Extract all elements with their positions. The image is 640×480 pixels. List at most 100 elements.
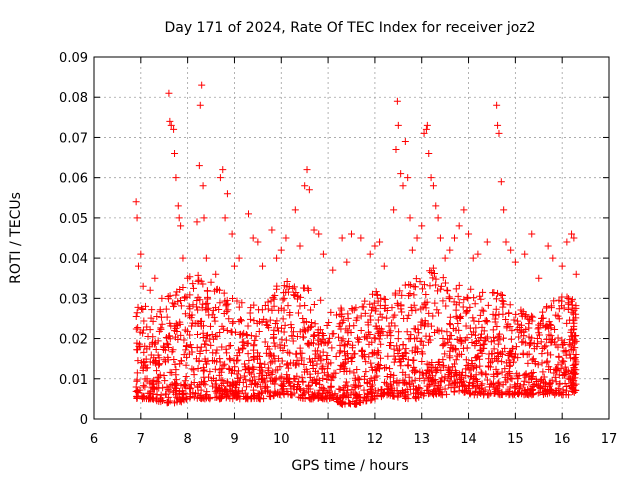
data-point (456, 314, 464, 322)
data-point (557, 365, 565, 373)
data-point (425, 150, 433, 158)
data-point (246, 315, 254, 323)
data-point (546, 365, 554, 373)
data-point (523, 351, 531, 359)
data-point (568, 308, 576, 316)
data-point (412, 367, 420, 375)
data-point (186, 331, 194, 339)
data-point (291, 361, 299, 369)
data-point (351, 384, 359, 392)
data-point (547, 304, 555, 312)
data-point (467, 373, 475, 381)
data-point (429, 391, 437, 399)
data-point (348, 344, 356, 352)
data-point (342, 378, 350, 386)
data-point (193, 344, 201, 352)
x-tick-label: 17 (601, 432, 618, 447)
data-point (307, 339, 315, 347)
data-point (344, 314, 352, 322)
data-point (368, 338, 376, 346)
x-axis-ticks: 6 7 8 9 10 11 12 13 14 15 16 17 (90, 57, 617, 447)
data-point (174, 202, 182, 210)
data-point (425, 332, 433, 340)
data-point (237, 316, 245, 324)
data-point (489, 333, 497, 341)
data-point (395, 328, 403, 336)
data-point (428, 359, 436, 367)
data-point (215, 306, 223, 314)
data-point (372, 387, 380, 395)
data-point (481, 317, 489, 325)
data-point (244, 350, 252, 358)
data-point (301, 302, 309, 310)
data-point (245, 364, 253, 372)
data-point (199, 329, 207, 337)
data-point (250, 373, 258, 381)
data-point (282, 288, 290, 296)
data-point (252, 332, 260, 340)
data-point (164, 356, 172, 364)
data-point (450, 388, 458, 396)
data-point (476, 347, 484, 355)
data-point (376, 365, 384, 373)
data-point (441, 254, 449, 262)
data-point (280, 328, 288, 336)
data-point (139, 366, 147, 374)
data-point (419, 285, 427, 293)
data-point (422, 125, 430, 133)
data-point (423, 360, 431, 368)
data-point (401, 378, 409, 386)
data-point (216, 328, 224, 336)
data-point (548, 376, 556, 384)
data-point (258, 388, 266, 396)
data-point (419, 341, 427, 349)
data-point (149, 333, 157, 341)
data-point (271, 357, 279, 365)
data-point (238, 338, 246, 346)
data-point (273, 317, 281, 325)
data-point (434, 287, 442, 295)
y-tick-label: 0.02 (59, 333, 88, 348)
data-point (199, 300, 207, 308)
data-point (281, 342, 289, 350)
data-point (305, 381, 313, 389)
data-point (498, 291, 506, 299)
data-point (232, 383, 240, 391)
data-point (139, 382, 147, 390)
data-point (260, 395, 268, 403)
y-tick-label: 0.09 (59, 51, 88, 66)
data-point (420, 392, 428, 400)
data-point (482, 370, 490, 378)
data-point (353, 391, 361, 399)
data-point (284, 302, 292, 310)
data-point (287, 382, 295, 390)
data-point (172, 291, 180, 299)
data-point (327, 308, 335, 316)
data-point (530, 381, 538, 389)
data-point (289, 284, 297, 292)
data-point (543, 357, 551, 365)
data-point (498, 368, 506, 376)
data-point (417, 318, 425, 326)
data-point (279, 346, 287, 354)
data-point (151, 339, 159, 347)
data-point (397, 170, 405, 178)
data-point (269, 334, 277, 342)
data-point (265, 352, 273, 360)
data-point (153, 313, 161, 321)
y-axis-label: ROTI / TECUs (8, 192, 24, 284)
data-point (454, 320, 462, 328)
data-point (132, 325, 140, 333)
data-point (459, 303, 467, 311)
data-point (476, 292, 484, 300)
data-point (177, 357, 185, 365)
data-point (380, 364, 388, 372)
data-point (422, 304, 430, 312)
data-point (520, 381, 528, 389)
data-point (199, 280, 207, 288)
data-point (450, 372, 458, 380)
data-point (371, 373, 379, 381)
data-point (558, 336, 566, 344)
data-point (361, 372, 369, 380)
data-point (422, 291, 430, 299)
